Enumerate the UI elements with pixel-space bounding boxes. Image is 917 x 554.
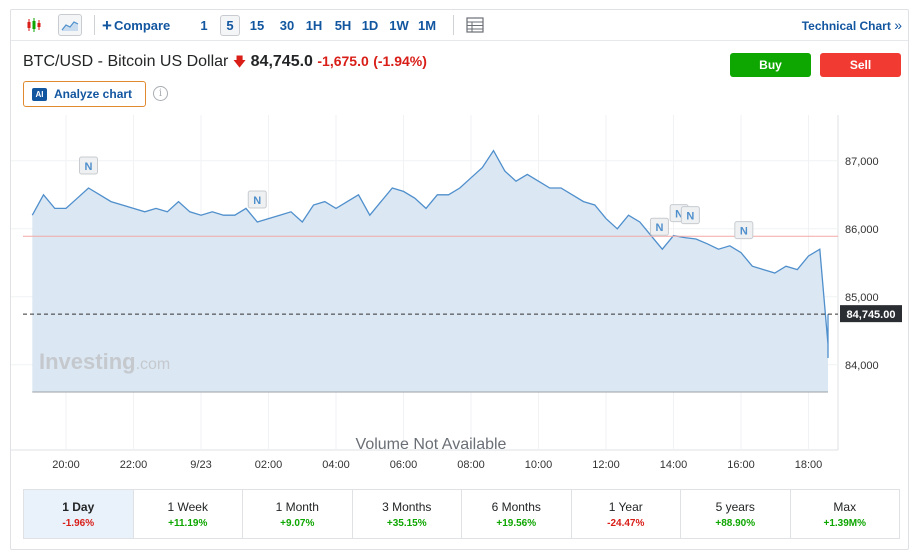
news-marker-label: N xyxy=(253,195,261,207)
y-tick-label: 86,000 xyxy=(845,224,879,236)
volume-not-available: Volume Not Available xyxy=(356,436,507,453)
news-marker[interactable] xyxy=(680,206,700,225)
y-tick-label: 85,000 xyxy=(845,292,879,304)
arrow-down-icon: 🡇 xyxy=(232,54,247,69)
info-icon[interactable]: i xyxy=(153,86,168,101)
x-tick-label: 20:00 xyxy=(52,459,80,471)
period-1-year[interactable]: 1 Year -24.47% xyxy=(572,490,681,538)
period-change: +9.07% xyxy=(280,517,315,529)
interval-1w[interactable]: 1W xyxy=(389,18,409,33)
period-label: 6 Months xyxy=(491,499,541,514)
price-change-percent: (-1.94%) xyxy=(373,53,427,69)
x-tick-label: 08:00 xyxy=(457,459,485,471)
interval-1[interactable]: 1 xyxy=(200,18,208,33)
candlestick-chart-icon[interactable] xyxy=(24,14,46,36)
watermark-suffix: .com xyxy=(136,356,171,373)
period-change: +11.19% xyxy=(168,517,208,529)
news-marker-label: N xyxy=(85,161,93,173)
period-1-week[interactable]: 1 Week +11.19% xyxy=(134,490,243,538)
period-change: +35.15% xyxy=(386,517,427,529)
interval-5[interactable]: 5 xyxy=(220,15,240,36)
x-tick-label: 22:00 xyxy=(120,459,148,471)
technical-chart-label: Technical Chart xyxy=(801,19,891,33)
instrument-header: BTC/USD - Bitcoin US Dollar 🡇 84,745.0 -… xyxy=(23,53,427,75)
x-tick-label: 18:00 xyxy=(795,459,823,471)
news-marker[interactable] xyxy=(79,156,98,175)
period-change: +88.90% xyxy=(715,517,756,529)
period-change: -1.96% xyxy=(62,517,95,529)
period-change: -24.47% xyxy=(607,517,645,529)
toolbar-divider xyxy=(94,15,95,35)
period-label: Max xyxy=(833,499,857,514)
period-1-day[interactable]: 1 Day -1.96% xyxy=(24,490,134,538)
y-tick-label: 87,000 xyxy=(845,156,879,168)
period-change: +1.39M% xyxy=(823,517,867,529)
interval-1m[interactable]: 1M xyxy=(417,18,437,33)
interval-15[interactable]: 15 xyxy=(249,18,265,33)
last-price: 84,745.0 xyxy=(250,53,313,70)
x-tick-label: 14:00 xyxy=(660,459,688,471)
x-tick-label: 16:00 xyxy=(727,459,755,471)
news-marker[interactable] xyxy=(734,221,754,240)
analyze-chart-button[interactable]: AI Analyze chart xyxy=(23,81,146,107)
period-label: 1 Week xyxy=(167,499,208,514)
last-price-tag xyxy=(840,305,902,323)
x-tick-label: 12:00 xyxy=(592,459,620,471)
instrument-name: BTC/USD - Bitcoin US Dollar xyxy=(23,53,229,70)
interval-1d[interactable]: 1D xyxy=(361,18,379,33)
x-tick-label: 9/23 xyxy=(190,459,211,471)
news-marker[interactable] xyxy=(649,217,669,236)
toolbar-divider xyxy=(453,15,454,35)
toolbar: + Compare 1 5 15 30 1H 5H 1D 1W 1M Technical Char… xyxy=(11,10,908,41)
chart-widget: + Compare 1 5 15 30 1H 5H 1D 1W 1M Technical Char… xyxy=(10,9,909,550)
y-tick-label: 84,000 xyxy=(845,360,879,372)
x-tick-label: 04:00 xyxy=(322,459,350,471)
price-area xyxy=(32,150,829,392)
period-5-years[interactable]: 5 years +88.90% xyxy=(681,490,791,538)
table-view-icon[interactable] xyxy=(464,14,486,36)
ai-icon: AI xyxy=(32,87,47,101)
news-marker-label: N xyxy=(675,209,683,221)
investing-watermark: Investing.com xyxy=(39,349,170,374)
period-change: +19.56% xyxy=(496,517,537,529)
x-tick-label: 10:00 xyxy=(525,459,553,471)
buy-button[interactable]: Buy xyxy=(730,53,811,77)
area-chart-icon[interactable] xyxy=(58,14,82,36)
price-change: -1,675.0 xyxy=(317,53,369,69)
interval-1h[interactable]: 1H xyxy=(305,18,323,33)
news-marker-label: N xyxy=(686,211,694,223)
period-label: 1 Day xyxy=(62,499,95,514)
news-marker[interactable] xyxy=(247,190,267,209)
period-label: 3 Months xyxy=(382,499,432,514)
period-3-months[interactable]: 3 Months +35.15% xyxy=(353,490,462,538)
interval-30[interactable]: 30 xyxy=(279,18,295,33)
interval-5h[interactable]: 5H xyxy=(334,18,352,33)
period-label: 1 Month xyxy=(275,499,319,514)
compare-label: Compare xyxy=(113,18,171,33)
watermark-brand: Investing xyxy=(39,349,136,374)
period-performance-bar: 1 Day -1.96% 1 Week +11.19% 1 Month +9.07% 3 M… xyxy=(23,489,900,539)
sell-button[interactable]: Sell xyxy=(820,53,901,77)
technical-chart-link[interactable]: Technical Chart » xyxy=(802,17,902,33)
last-price-tag-label: 84,745.00 xyxy=(847,309,896,321)
news-marker-label: N xyxy=(740,226,748,238)
plus-icon: + xyxy=(102,16,112,35)
analyze-chart-label: Analyze chart xyxy=(54,87,133,101)
period-label: 5 years xyxy=(715,499,755,514)
double-chevron-right-icon: » xyxy=(894,17,902,33)
period-6-months[interactable]: 6 Months +19.56% xyxy=(462,490,572,538)
news-marker-label: N xyxy=(655,222,663,234)
price-line xyxy=(31,149,829,358)
period-1-month[interactable]: 1 Month +9.07% xyxy=(243,490,353,538)
period-label: 1 Year xyxy=(608,499,643,514)
compare-button[interactable]: + Compare xyxy=(102,16,170,36)
period-max[interactable]: Max +1.39M% xyxy=(791,490,900,538)
x-tick-label: 02:00 xyxy=(255,459,283,471)
x-tick-label: 06:00 xyxy=(390,459,418,471)
